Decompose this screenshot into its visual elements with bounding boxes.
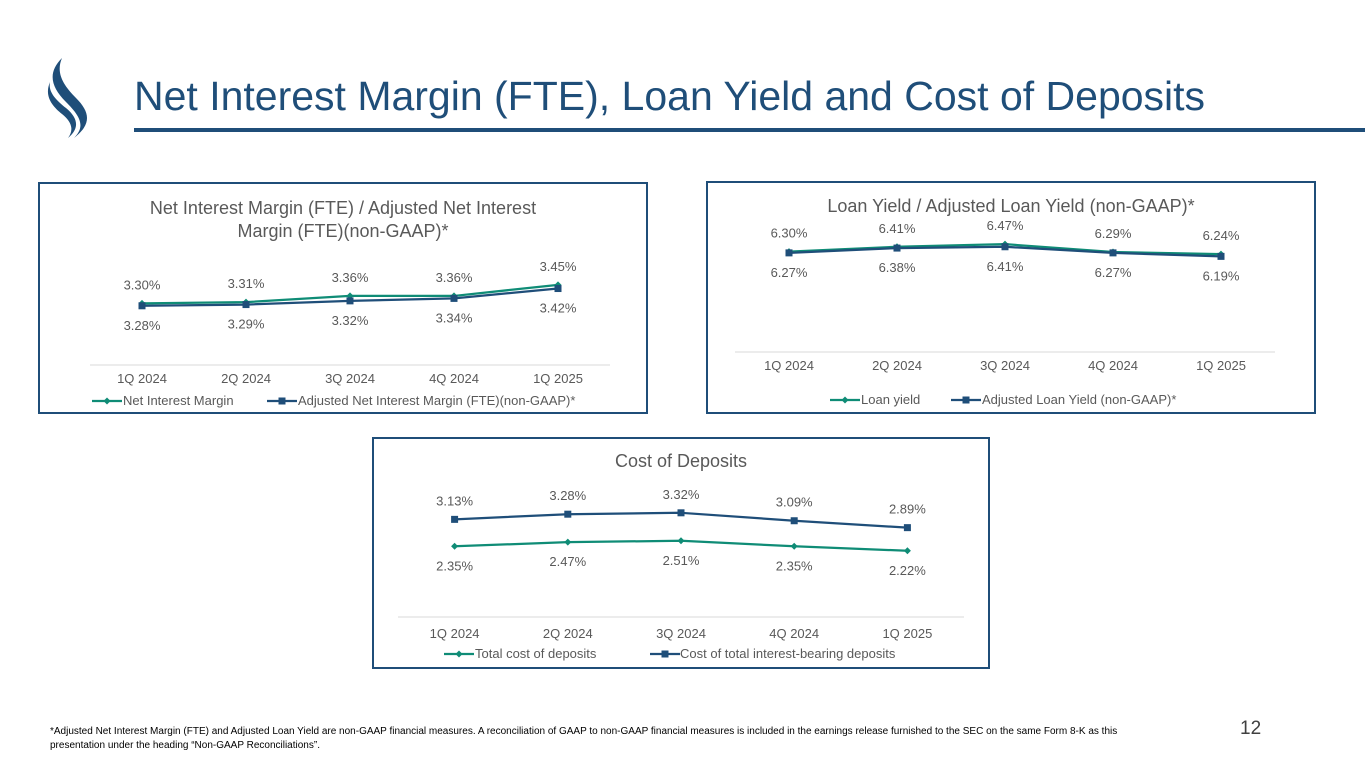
data-point-square <box>1217 252 1225 260</box>
data-point-diamond <box>346 292 354 300</box>
x-tick-label: 2Q 2024 <box>543 626 593 641</box>
title-divider <box>134 128 1365 132</box>
data-point-square <box>790 517 798 525</box>
page-number: 12 <box>1240 718 1262 739</box>
data-label: 6.41% <box>987 259 1024 274</box>
x-tick-label: 2Q 2024 <box>872 358 922 373</box>
data-label: 3.29% <box>228 317 265 332</box>
data-point-square <box>785 249 793 257</box>
data-point-diamond <box>790 542 798 550</box>
data-point-square <box>903 524 911 532</box>
data-point-square <box>893 244 901 252</box>
data-label: 6.19% <box>1203 268 1240 283</box>
data-label: 6.41% <box>879 221 916 236</box>
cost-of-deposits-chart-panel: Cost of Deposits 1Q 2024 2Q 2024 3Q 2024 4Q… <box>372 437 990 669</box>
legend-marker-diamond <box>841 396 849 404</box>
x-tick-label: 3Q 2024 <box>325 371 375 386</box>
loan-yield-chart-title-line-1: Loan Yield / Adjusted Loan Yield (non-GA… <box>827 196 1195 216</box>
cost-of-deposits-line-chart: 1Q 2024 2Q 2024 3Q 2024 4Q 2024 1Q 2025 2.35%… <box>398 487 964 661</box>
x-tick-label: 1Q 2025 <box>882 626 932 641</box>
data-label: 2.89% <box>889 502 926 517</box>
data-label: 3.28% <box>549 488 586 503</box>
data-label: 3.13% <box>436 493 473 508</box>
company-logo <box>47 58 87 138</box>
data-point-square <box>346 297 354 305</box>
data-label: 3.45% <box>540 259 577 274</box>
data-label: 3.28% <box>124 318 161 333</box>
x-tick-label: 1Q 2024 <box>117 371 167 386</box>
x-tick-label: 3Q 2024 <box>980 358 1030 373</box>
loan-yield-chart-title: Loan Yield / Adjusted Loan Yield (non-GA… <box>708 195 1314 218</box>
x-tick-label: 1Q 2025 <box>1196 358 1246 373</box>
x-tick-label: 1Q 2025 <box>533 371 583 386</box>
data-label: 2.35% <box>776 558 813 573</box>
data-label: 2.22% <box>889 563 926 578</box>
data-label: 3.31% <box>228 276 265 291</box>
nim-chart-title-line-2: Margin (FTE)(non-GAAP)* <box>237 221 449 241</box>
data-point-diamond <box>451 542 459 550</box>
loan-yield-line-chart: 1Q 2024 2Q 2024 3Q 2024 4Q 2024 1Q 2025 6.30%… <box>735 218 1275 407</box>
data-label: 3.36% <box>436 270 473 285</box>
data-label: 6.47% <box>987 218 1024 233</box>
data-label: 3.42% <box>540 301 577 316</box>
data-label: 6.27% <box>1095 265 1132 280</box>
data-point-square <box>242 301 250 309</box>
loan-yield-chart-panel: Loan Yield / Adjusted Loan Yield (non-GA… <box>706 181 1316 414</box>
data-point-square <box>677 509 685 517</box>
legend-label: Adjusted Loan Yield (non-GAAP)* <box>982 392 1176 407</box>
legend-label: Cost of total interest-bearing deposits <box>680 646 896 661</box>
data-label: 3.36% <box>332 270 369 285</box>
data-label: 2.51% <box>663 553 700 568</box>
legend-label: Net Interest Margin <box>123 393 234 408</box>
data-point-square <box>554 285 562 293</box>
data-point-square <box>450 294 458 302</box>
data-label: 3.34% <box>436 310 473 325</box>
data-point-square <box>1109 249 1117 257</box>
nim-chart-title: Net Interest Margin (FTE) / Adjusted Net… <box>40 197 646 243</box>
cost-of-deposits-chart-title: Cost of Deposits <box>374 450 988 473</box>
data-label: 6.27% <box>771 265 808 280</box>
data-label: 3.09% <box>776 495 813 510</box>
data-point-square <box>1001 243 1009 251</box>
legend-marker-diamond <box>455 650 463 658</box>
data-point-square <box>138 302 146 310</box>
nim-chart-title-line-1: Net Interest Margin (FTE) / Adjusted Net… <box>149 198 537 218</box>
data-label: 3.32% <box>332 313 369 328</box>
x-tick-label: 4Q 2024 <box>1088 358 1138 373</box>
data-label: 6.24% <box>1203 228 1240 243</box>
x-tick-label: 4Q 2024 <box>769 626 819 641</box>
cost-of-deposits-chart-title-line-1: Cost of Deposits <box>614 451 748 471</box>
data-label: 6.30% <box>771 226 808 241</box>
data-point-square <box>564 510 572 518</box>
legend-label: Loan yield <box>861 392 920 407</box>
slide-title: Net Interest Margin (FTE), Loan Yield an… <box>134 73 1206 119</box>
x-tick-label: 4Q 2024 <box>429 371 479 386</box>
legend-marker-square <box>278 397 286 405</box>
data-label: 6.29% <box>1095 226 1132 241</box>
legend-label: Total cost of deposits <box>475 646 597 661</box>
x-tick-label: 1Q 2024 <box>430 626 480 641</box>
data-point-diamond <box>564 538 572 546</box>
data-point-diamond <box>677 537 685 545</box>
legend-marker-square <box>661 650 669 658</box>
x-tick-label: 2Q 2024 <box>221 371 271 386</box>
data-label: 6.38% <box>879 260 916 275</box>
legend-label: Adjusted Net Interest Margin (FTE)(non-G… <box>298 393 575 408</box>
nim-chart-panel: Net Interest Margin (FTE) / Adjusted Net… <box>38 182 648 414</box>
data-point-square <box>451 515 459 523</box>
data-label: 2.35% <box>436 558 473 573</box>
data-point-diamond <box>903 547 911 555</box>
nim-line-chart: 1Q 2024 2Q 2024 3Q 2024 4Q 2024 1Q 2025 3.30%… <box>90 259 610 408</box>
x-tick-label: 1Q 2024 <box>764 358 814 373</box>
data-label: 3.32% <box>663 487 700 502</box>
data-label: 3.30% <box>124 277 161 292</box>
data-label: 2.47% <box>549 554 586 569</box>
legend-marker-diamond <box>103 397 111 405</box>
footnote: *Adjusted Net Interest Margin (FTE) and … <box>50 726 1118 751</box>
data-point-diamond <box>554 281 562 289</box>
legend-marker-square <box>962 396 970 404</box>
x-tick-label: 3Q 2024 <box>656 626 706 641</box>
